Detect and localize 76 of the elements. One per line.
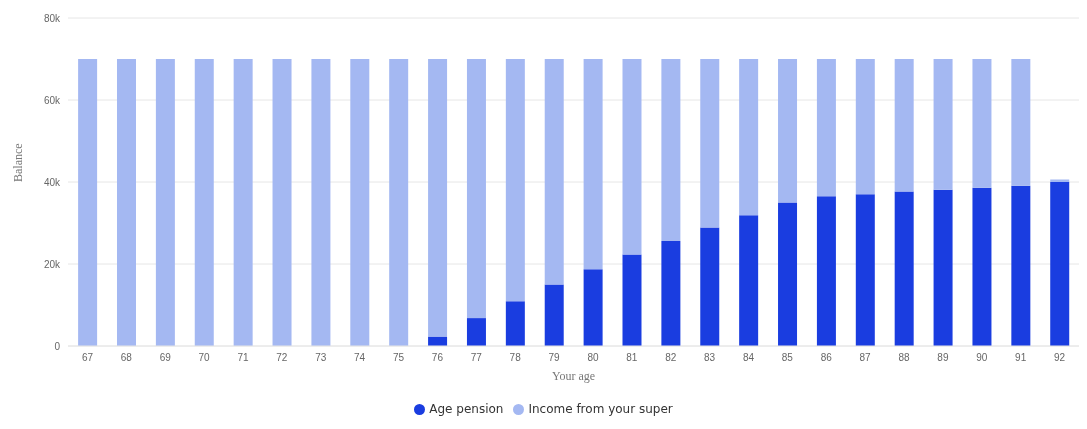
bar <box>116 59 136 346</box>
bar <box>778 59 798 203</box>
bar <box>933 189 953 346</box>
x-tick-label: 71 <box>237 352 249 364</box>
legend-label: Age pension <box>429 402 504 416</box>
bar <box>1050 182 1070 346</box>
x-tick-label: 72 <box>276 352 288 364</box>
x-tick-label: 73 <box>315 352 327 364</box>
bar <box>816 196 836 346</box>
bar <box>544 284 564 346</box>
x-tick-label: 75 <box>392 352 405 364</box>
bar <box>1011 59 1031 186</box>
bar <box>1011 185 1031 346</box>
bar <box>661 241 681 346</box>
bar <box>78 59 98 346</box>
bar <box>855 59 875 195</box>
bar <box>466 318 486 346</box>
bar <box>972 187 992 346</box>
x-tick-label: 90 <box>976 352 988 364</box>
bar <box>583 59 603 270</box>
bar <box>972 59 992 188</box>
bar <box>661 59 681 242</box>
bar <box>194 59 214 346</box>
x-tick-label: 86 <box>820 352 833 364</box>
x-tick-label: 81 <box>626 352 638 364</box>
bar <box>739 215 759 346</box>
x-tick-label: 82 <box>665 352 677 364</box>
x-tick-label: 70 <box>198 352 211 364</box>
y-axis-title: Balance <box>11 143 26 182</box>
y-tick-label: 0 <box>54 340 61 352</box>
x-tick-label: 68 <box>120 352 133 364</box>
bar <box>505 301 525 346</box>
bar <box>155 59 175 346</box>
x-tick-label: 67 <box>81 352 94 364</box>
x-tick-label: 74 <box>354 352 366 364</box>
y-tick-label: 20k <box>43 258 61 270</box>
x-axis-title: Your age <box>551 369 596 383</box>
bar <box>933 59 953 190</box>
x-tick-label: 89 <box>937 352 949 364</box>
bar <box>311 59 331 346</box>
bar <box>350 59 370 346</box>
bar <box>894 59 914 192</box>
x-tick-label: 91 <box>1015 352 1027 364</box>
bar <box>544 59 564 285</box>
x-tick-label: 79 <box>548 352 561 364</box>
legend-label: Income from your super <box>528 402 673 416</box>
y-tick-label: 60k <box>43 94 61 106</box>
bar <box>622 254 642 346</box>
bar <box>505 59 525 302</box>
x-tick-label: 85 <box>781 352 794 364</box>
bar <box>233 59 253 346</box>
bar <box>466 59 486 319</box>
x-tick-label: 84 <box>742 352 755 364</box>
bar <box>272 59 292 346</box>
x-tick-label: 88 <box>898 352 911 364</box>
bar <box>428 59 448 337</box>
bar <box>700 59 720 228</box>
bar <box>816 59 836 197</box>
bar <box>583 269 603 346</box>
y-tick-label: 80k <box>43 12 61 24</box>
x-tick-label: 69 <box>159 352 172 364</box>
bar <box>622 59 642 255</box>
x-tick-label: 92 <box>1054 352 1066 364</box>
bar <box>739 59 759 216</box>
bar <box>855 194 875 346</box>
x-tick-label: 76 <box>431 352 444 364</box>
bar <box>894 191 914 346</box>
bar <box>700 227 720 346</box>
x-tick-label: 87 <box>859 352 872 364</box>
bar <box>389 59 409 346</box>
y-tick-label: 40k <box>43 176 61 188</box>
x-tick-label: 80 <box>587 352 599 364</box>
bar <box>778 202 798 346</box>
x-tick-label: 78 <box>509 352 522 364</box>
x-tick-label: 77 <box>470 352 483 364</box>
x-tick-label: 83 <box>704 352 716 364</box>
